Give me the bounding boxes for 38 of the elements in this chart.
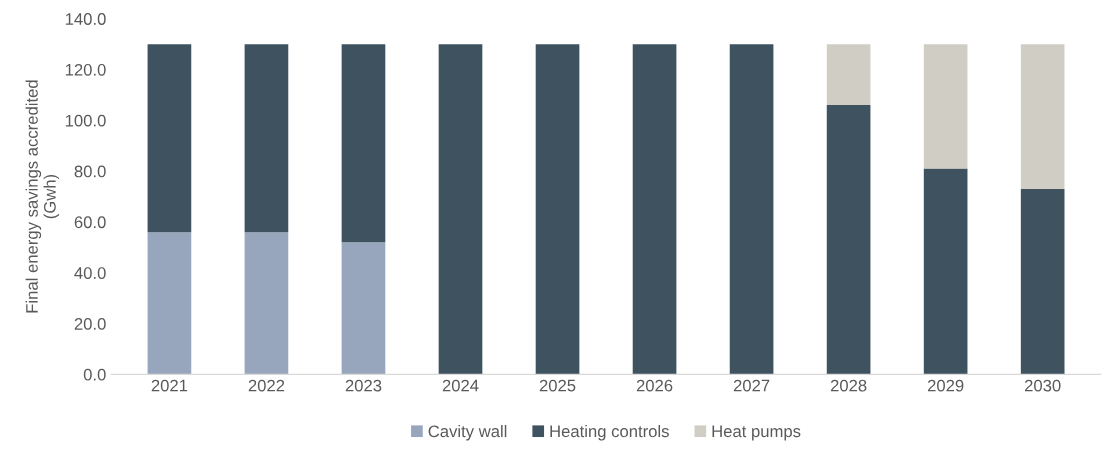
- y-tick-label: 40.0: [74, 267, 106, 279]
- x-tick-label: 2021: [151, 379, 188, 392]
- legend-label: Heating controls: [550, 424, 669, 441]
- bar: [244, 232, 289, 375]
- bar: [535, 44, 580, 375]
- x-tick-label: 2022: [248, 379, 285, 392]
- x-tick-label: 2028: [830, 379, 867, 392]
- bar: [826, 44, 871, 106]
- legend-label: Cavity wall: [428, 424, 507, 441]
- bar: [438, 44, 483, 375]
- x-tick-label: 2029: [927, 379, 964, 392]
- bar: [1020, 44, 1065, 189]
- y-tick-label: 120.0: [65, 63, 106, 76]
- bar: [923, 44, 968, 169]
- x-tick-label: 2027: [733, 379, 770, 392]
- bar: [632, 44, 677, 375]
- x-tick-label: 2026: [636, 379, 673, 392]
- bar: [147, 232, 192, 375]
- y-tick-label: 140.0: [65, 13, 106, 25]
- bar: [923, 168, 968, 375]
- legend-label: Heat pumps: [712, 425, 801, 441]
- y-tick-label: 60.0: [74, 216, 106, 229]
- y-axis-title: Final energy savings accredited (Gwh): [25, 80, 60, 313]
- y-tick-label: 100.0: [65, 114, 106, 127]
- bar: [341, 242, 386, 375]
- x-tick-label: 2023: [345, 379, 382, 392]
- x-tick-label: 2024: [442, 379, 479, 392]
- y-tick-label: 0.0: [83, 368, 106, 381]
- bar: [147, 44, 192, 233]
- bar: [341, 44, 386, 243]
- bar: [826, 105, 871, 375]
- bar: [244, 44, 289, 233]
- bar: [729, 44, 774, 375]
- y-tick-label: 80.0: [74, 165, 106, 178]
- bar: [1020, 188, 1065, 375]
- x-tick-label: 2030: [1024, 379, 1061, 392]
- y-tick-label: 20.0: [74, 317, 106, 330]
- x-tick-label: 2025: [539, 379, 576, 392]
